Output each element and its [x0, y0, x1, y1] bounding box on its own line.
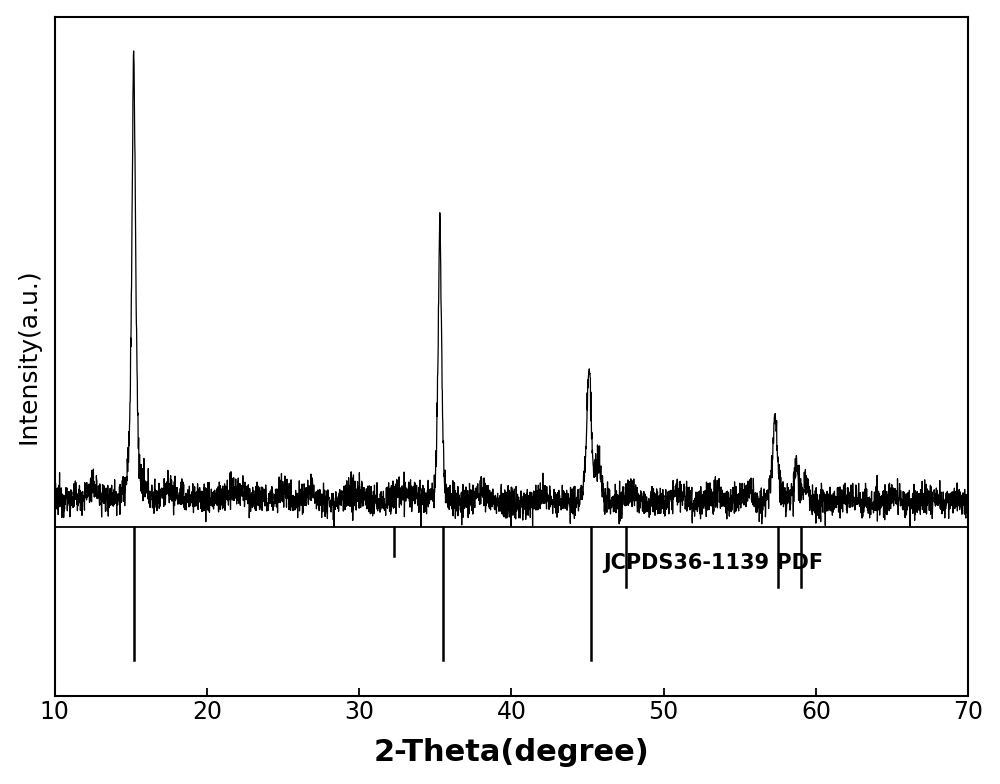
Text: JCPDS36-1139 PDF: JCPDS36-1139 PDF [603, 554, 823, 573]
X-axis label: 2-Theta(degree): 2-Theta(degree) [374, 739, 649, 768]
Y-axis label: Intensity(a.u.): Intensity(a.u.) [17, 268, 41, 444]
